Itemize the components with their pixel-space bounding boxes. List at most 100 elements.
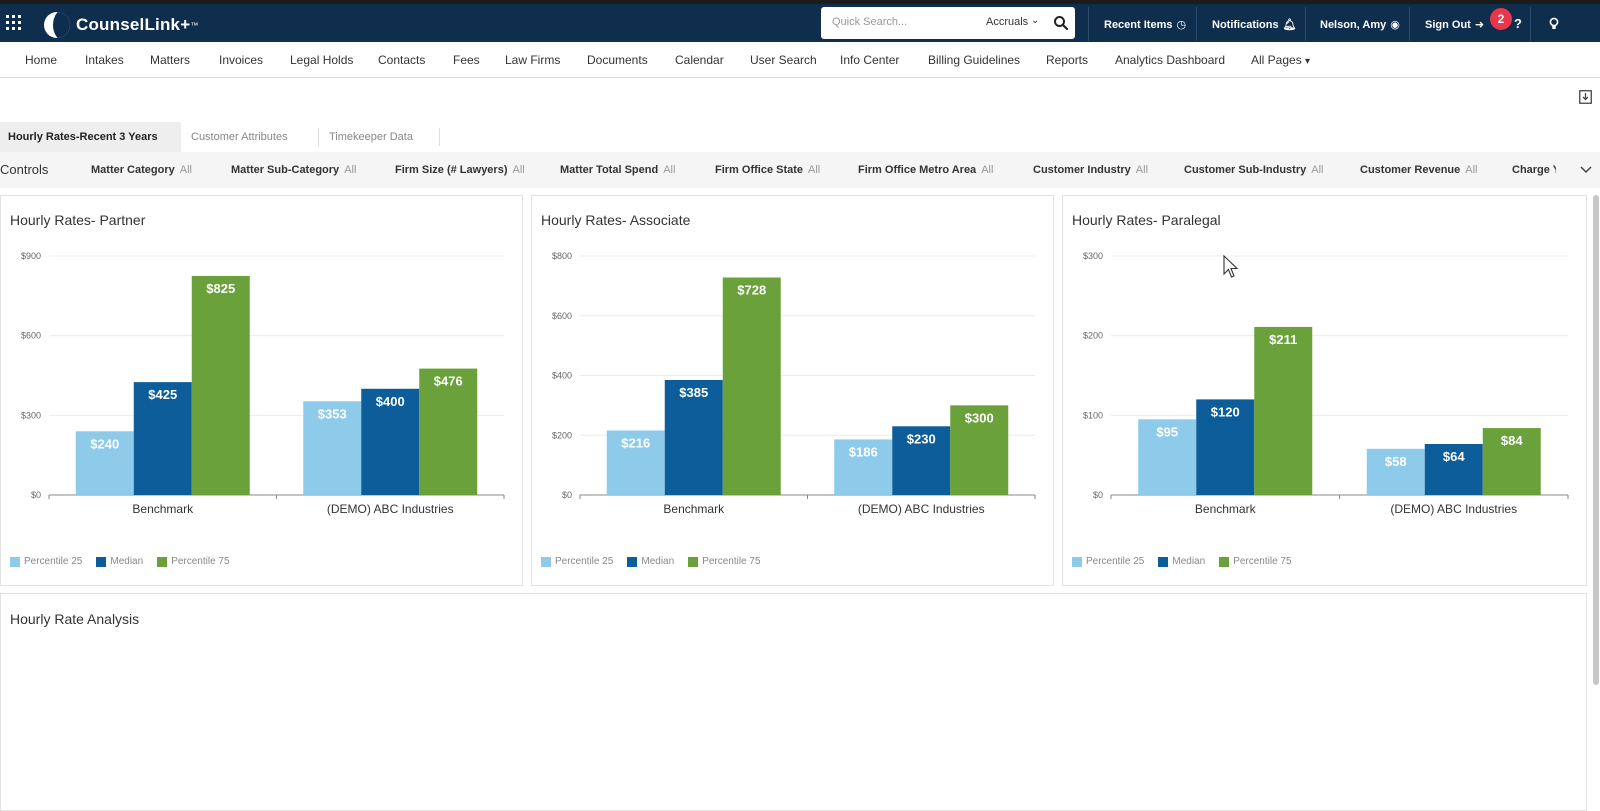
user-menu-button[interactable]: Nelson, Amy ◉	[1320, 18, 1400, 31]
bar-chart: $0 $300 $600 $900 $240 $425 $825 Benchmark $353 $…	[21, 251, 505, 516]
bar-percentile-25	[303, 401, 362, 495]
menu-billing-guidelines[interactable]: Billing Guidelines	[928, 53, 1021, 67]
vertical-scrollbar[interactable]	[1593, 195, 1599, 685]
divider	[1305, 7, 1306, 41]
filter-customer-industry[interactable]: Customer Industry All	[1033, 164, 1148, 176]
data-label: $120	[1211, 404, 1240, 419]
legend-swatch	[1219, 556, 1230, 567]
menu-matters[interactable]: Matters	[150, 53, 191, 67]
legend-item-p25[interactable]: Percentile 25	[1072, 556, 1144, 567]
chart-title: Hourly Rates- Partner	[10, 212, 146, 228]
bar-percentile-75	[1254, 326, 1313, 495]
legend-item-p75[interactable]: Percentile 75	[688, 556, 761, 567]
data-label: $186	[849, 444, 878, 459]
menu-invoices[interactable]: Invoices	[219, 53, 264, 67]
data-label: $58	[1385, 454, 1407, 469]
chevron-down-icon[interactable]	[1579, 162, 1593, 176]
filter-value: All	[808, 164, 821, 176]
bar-percentile-75	[950, 405, 1009, 495]
filter-firm-office-state[interactable]: Firm Office State All	[715, 164, 820, 176]
legend-item-p75[interactable]: Percentile 75	[157, 556, 230, 567]
bar-percentile-75	[419, 368, 478, 495]
legend-item-p25[interactable]: Percentile 25	[541, 556, 613, 567]
sign-out-button[interactable]: Sign Out ➜	[1425, 18, 1484, 31]
data-label: $84	[1501, 433, 1523, 448]
chevron-down-icon: ▾	[1305, 56, 1311, 67]
menu-legal-holds[interactable]: Legal Holds	[290, 53, 354, 67]
bar-percentile-25	[1138, 419, 1197, 495]
app-name: CounselLink+	[76, 15, 191, 34]
chart-card-associate: Hourly Rates- Associate $0 $200 $400 $600 $8…	[531, 195, 1054, 586]
search-icon[interactable]	[1053, 15, 1069, 31]
filter-value: All	[981, 164, 994, 176]
menu-intakes[interactable]: Intakes	[85, 53, 124, 67]
legend-item-median[interactable]: Median	[1158, 556, 1205, 567]
filter-firm-size[interactable]: Firm Size (# Lawyers) All	[395, 164, 525, 176]
tab-customer-attributes[interactable]: Customer Attributes	[191, 131, 288, 143]
tab-hourly-rates[interactable]: Hourly Rates-Recent 3 Years	[0, 122, 181, 152]
filter-matter-total-spend[interactable]: Matter Total Spend All	[560, 164, 675, 176]
legend-item-median[interactable]: Median	[627, 556, 674, 567]
filter-matter-category[interactable]: Matter Category All	[91, 164, 192, 176]
filter-firm-office-metro-area[interactable]: Firm Office Metro Area All	[858, 164, 993, 176]
notification-badge[interactable]: 2	[1490, 8, 1512, 30]
help-button[interactable]: ?	[1514, 16, 1522, 31]
menu-analytics-dashboard[interactable]: Analytics Dashboard	[1115, 53, 1226, 67]
menu-documents[interactable]: Documents	[587, 53, 648, 67]
filter-value: All	[512, 164, 525, 176]
legend-label: Percentile 75	[1233, 556, 1292, 567]
tab-timekeeper-data[interactable]: Timekeeper Data	[329, 131, 413, 143]
menu-all-pages[interactable]: All Pages ▾	[1251, 53, 1310, 67]
y-tick-label: $0	[562, 490, 572, 500]
legend-item-median[interactable]: Median	[96, 556, 143, 567]
menu-user-search[interactable]: User Search	[750, 53, 817, 67]
chart-legend: Percentile 25 Median Percentile 75	[10, 556, 244, 567]
controls-label[interactable]: Controls	[0, 162, 49, 177]
filter-customer-revenue[interactable]: Customer Revenue All	[1360, 164, 1478, 176]
data-label: $385	[679, 385, 708, 400]
bell-icon: 🔔︎	[1282, 19, 1297, 31]
bar-percentile-25	[75, 431, 134, 495]
legend-item-p25[interactable]: Percentile 25	[10, 556, 82, 567]
recent-items-button[interactable]: Recent Items ◷	[1104, 18, 1186, 31]
search-scope-select[interactable]: Accruals	[986, 16, 1029, 28]
legend-label: Percentile 25	[24, 556, 83, 567]
menu-calendar[interactable]: Calendar	[675, 53, 724, 67]
legend-swatch	[627, 556, 638, 567]
menu-contacts[interactable]: Contacts	[378, 53, 426, 67]
chart-legend: Percentile 25 Median Percentile 75	[1072, 556, 1306, 567]
app-launcher-icon[interactable]	[5, 14, 23, 32]
search-input[interactable]: Quick Search...	[832, 16, 908, 28]
legend-item-p75[interactable]: Percentile 75	[1219, 556, 1292, 567]
data-label: $211	[1269, 332, 1297, 347]
y-tick-label: $0	[1093, 490, 1103, 500]
menu-fees[interactable]: Fees	[453, 53, 480, 67]
menu-reports[interactable]: Reports	[1046, 53, 1089, 67]
legend-label: Median	[1172, 556, 1206, 567]
menu-home[interactable]: Home	[25, 53, 58, 67]
app-logo[interactable]: CounselLink+ ™	[44, 12, 198, 38]
chevron-down-icon[interactable]: ⌄	[1031, 15, 1040, 26]
data-label: $300	[965, 410, 994, 425]
filter-charge-year[interactable]: Charge Y	[1512, 164, 1556, 176]
notifications-label: Notifications	[1212, 19, 1279, 31]
y-tick-label: $200	[552, 430, 572, 440]
legend-label: Median	[110, 556, 144, 567]
filter-matter-sub-category[interactable]: Matter Sub-Category All	[231, 164, 356, 176]
menu-law-firms[interactable]: Law Firms	[505, 53, 561, 67]
export-icon[interactable]	[1579, 90, 1592, 104]
lightbulb-icon[interactable]	[1549, 17, 1559, 31]
data-label: $400	[376, 394, 405, 409]
y-tick-label: $200	[1083, 331, 1103, 341]
notifications-button[interactable]: Notifications 🔔︎	[1212, 18, 1297, 31]
menu-info-center[interactable]: Info Center	[840, 53, 900, 67]
bar-percentile-25	[1366, 448, 1425, 495]
data-label: $425	[148, 387, 177, 402]
divider	[1088, 7, 1089, 41]
sign-out-icon: ➜	[1474, 19, 1485, 31]
chart-title: Hourly Rates- Paralegal	[1072, 212, 1221, 228]
filter-customer-sub-industry[interactable]: Customer Sub-Industry All	[1184, 164, 1323, 176]
data-label: $728	[737, 283, 766, 298]
x-category-label: Benchmark	[1195, 502, 1257, 516]
panel-title: Hourly Rate Analysis	[10, 611, 140, 627]
